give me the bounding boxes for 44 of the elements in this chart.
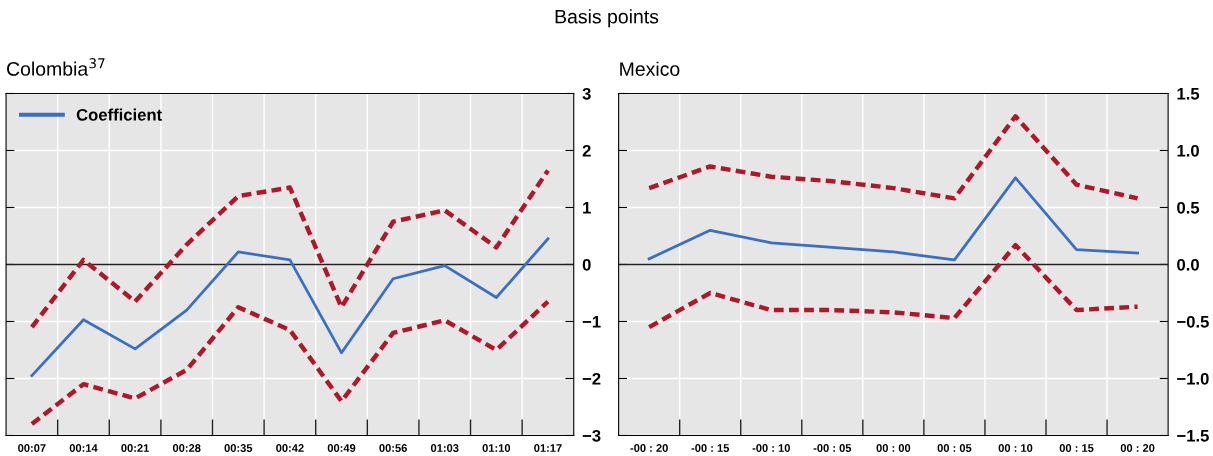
y-tick-label: 1 bbox=[583, 202, 591, 214]
chart-title: Colombia$^{37}$ bbox=[7, 58, 105, 76]
x-tick-label: -00 : 20 bbox=[630, 444, 668, 452]
x-tick-label: 00 : 00 bbox=[876, 444, 911, 452]
x-tick-label: 00 : 05 bbox=[937, 444, 972, 452]
x-tick-label: 01:03 bbox=[430, 444, 459, 452]
y-tick-label: −1.0 bbox=[1177, 372, 1209, 385]
y-tick-label: 2 bbox=[582, 144, 591, 157]
x-tick-label: 00 : 10 bbox=[998, 444, 1033, 452]
x-tick-label: 00 : 20 bbox=[1120, 444, 1155, 452]
y-tick-label: 1.5 bbox=[1177, 88, 1200, 100]
x-tick-label: -00 : 05 bbox=[813, 444, 852, 452]
y-tick-label: 0 bbox=[582, 258, 591, 271]
y-tick-label: −0.5 bbox=[1177, 315, 1209, 328]
y-tick-label: −2 bbox=[582, 372, 601, 385]
line-series bbox=[29, 299, 551, 427]
x-tick-label: 00:21 bbox=[121, 444, 149, 452]
line-series bbox=[29, 168, 551, 330]
text: Basis points bbox=[555, 9, 659, 28]
x-tick-label: 01:17 bbox=[534, 444, 562, 452]
x-tick-label: 00:35 bbox=[224, 444, 253, 452]
y-tick-label: −1.5 bbox=[1177, 430, 1209, 442]
y-tick-label: 3 bbox=[582, 87, 591, 100]
line-series bbox=[646, 242, 1140, 330]
y-tick-label: 0.5 bbox=[1177, 201, 1200, 214]
y-tick-label: −1 bbox=[582, 316, 601, 328]
x-tick-label: 01:10 bbox=[482, 444, 511, 452]
x-tick-label: 00:28 bbox=[172, 444, 201, 452]
chart-title: Mexico bbox=[620, 61, 680, 76]
y-tick-label: −3 bbox=[582, 429, 601, 442]
y-tick-label: 1.0 bbox=[1177, 144, 1199, 157]
x-tick-label: 00:14 bbox=[69, 444, 98, 452]
y-tick-label: 0.0 bbox=[1177, 258, 1199, 271]
x-tick-label: 00:49 bbox=[327, 444, 356, 452]
x-tick-label: 00:56 bbox=[379, 444, 407, 452]
line-series bbox=[646, 114, 1140, 201]
x-tick-label: -00 : 15 bbox=[691, 444, 730, 452]
x-tick-label: 00:07 bbox=[18, 444, 46, 452]
line-series bbox=[647, 176, 1139, 262]
line-series bbox=[30, 237, 550, 378]
x-tick-label: -00 : 10 bbox=[752, 444, 790, 452]
x-tick-label: 00:42 bbox=[276, 444, 304, 452]
x-tick-label: 00 : 15 bbox=[1059, 444, 1094, 452]
legend-label: Coefficient bbox=[76, 108, 162, 121]
